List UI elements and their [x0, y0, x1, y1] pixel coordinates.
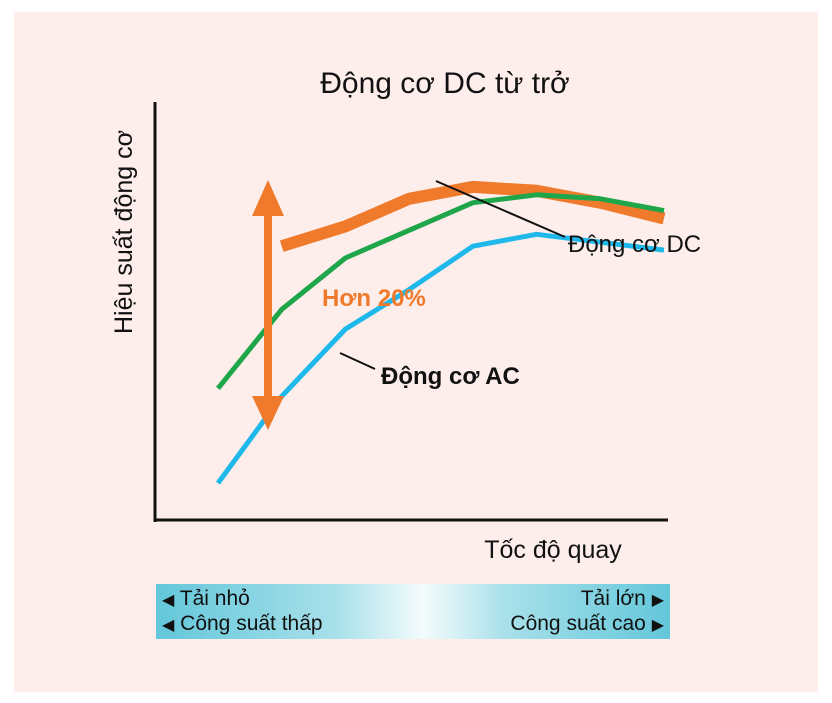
- chart-title: Động cơ DC từ trở: [320, 67, 569, 100]
- chart-panel: [14, 12, 818, 692]
- series-line-1: [216, 192, 665, 390]
- y-axis-label: Hiệu suất động cơ: [110, 130, 138, 334]
- series-line-0: [279, 180, 666, 252]
- gain-double-arrow: [252, 180, 284, 430]
- dc-motor-label: Động cơ DC: [568, 231, 701, 258]
- large-load-label: Tải lớn ▶: [581, 587, 664, 613]
- series-line-2: [215, 231, 665, 485]
- small-load-text: Tải nhỏ: [179, 587, 250, 610]
- high-power-text: Công suất cao: [510, 612, 646, 635]
- low-power-label: ◀ Công suất thấp: [162, 612, 323, 638]
- dc-leader-line: [435, 180, 566, 238]
- gain-annotation: Hơn 20%: [322, 285, 426, 312]
- right-arrow-icon: ▶: [651, 592, 664, 609]
- load-row: ◀ Tải nhỏ Tải lớn ▶: [162, 587, 664, 613]
- right-arrow-icon: ▶: [651, 617, 664, 634]
- series-layer: [215, 180, 666, 485]
- load-scale-bar: ◀ Tải nhỏ Tải lớn ▶ ◀ Công suất thấp Côn…: [156, 584, 670, 639]
- ac-leader-line: [339, 352, 376, 370]
- ac-motor-label: Động cơ AC: [381, 363, 520, 390]
- x-axis-label: Tốc độ quay: [484, 536, 622, 564]
- large-load-text: Tải lớn: [580, 587, 646, 610]
- low-power-text: Công suất thấp: [180, 612, 323, 635]
- power-row: ◀ Công suất thấp Công suất cao ▶: [162, 612, 664, 638]
- high-power-label: Công suất cao ▶: [510, 612, 664, 638]
- small-load-label: ◀ Tải nhỏ: [162, 587, 250, 613]
- left-arrow-icon: ◀: [162, 617, 175, 634]
- left-arrow-icon: ◀: [162, 592, 175, 609]
